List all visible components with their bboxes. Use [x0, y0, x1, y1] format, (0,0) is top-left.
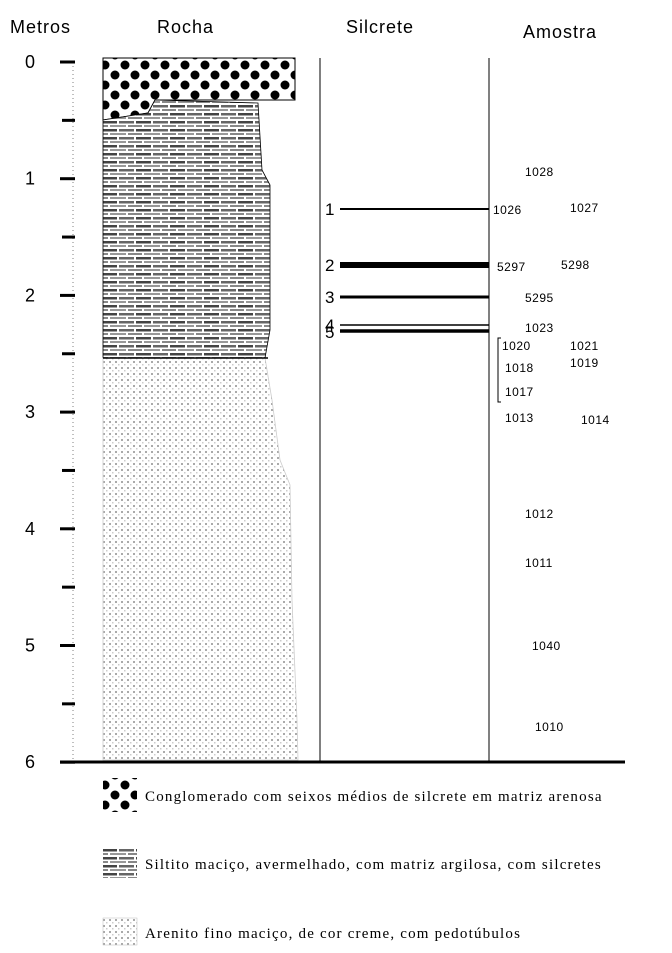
sample-label: 1028 — [525, 165, 554, 179]
legend-icon — [103, 848, 137, 878]
sample-label: 1014 — [581, 413, 610, 427]
sample-label: 1012 — [525, 507, 554, 521]
sample-label: 5297 — [497, 260, 526, 274]
legend-text: Conglomerado com seixos médios de silcre… — [145, 789, 603, 805]
rock-column — [103, 58, 298, 760]
depth-label: 1 — [25, 169, 35, 189]
header: Metros — [10, 17, 71, 37]
header: Silcrete — [346, 17, 414, 37]
legend-text: Arenito fino maciço, de cor creme, com p… — [145, 926, 521, 942]
legend-text: Siltito maciço, avermelhado, com matriz … — [145, 857, 602, 873]
depth-label: 2 — [25, 285, 35, 305]
sample-label: 1023 — [525, 321, 554, 335]
silcrete-label: 3 — [325, 288, 334, 307]
header: Amostra — [523, 22, 597, 42]
stratigraphic-column: Metros Rocha Silcrete Amostra Conglomera… — [0, 0, 672, 953]
sample-label: 1010 — [535, 720, 564, 734]
depth-label: 3 — [25, 402, 35, 422]
sample-label: 1027 — [570, 201, 599, 215]
silcrete-label: 5 — [325, 323, 334, 342]
depth-label: 4 — [25, 519, 35, 539]
legend-icon — [103, 918, 137, 945]
silcrete-label: 2 — [325, 256, 334, 275]
legend-icon — [103, 778, 137, 812]
sample-label: 5298 — [561, 258, 590, 272]
sample-label: 1026 — [493, 203, 522, 217]
sample-label: 5295 — [525, 291, 554, 305]
sample-label: 1017 — [505, 385, 534, 399]
sample-label: 1020 — [502, 339, 531, 353]
sample-label: 1013 — [505, 411, 534, 425]
sample-label: 1040 — [532, 639, 561, 653]
depth-label: 0 — [25, 52, 35, 72]
sample-label: 1018 — [505, 361, 534, 375]
sample-label: 1011 — [525, 556, 553, 570]
header: Rocha — [157, 17, 214, 37]
depth-label: 6 — [25, 752, 35, 772]
silcrete-label: 1 — [325, 200, 334, 219]
sample-label: 1019 — [570, 356, 599, 370]
sample-label: 1021 — [570, 339, 599, 353]
depth-label: 5 — [25, 636, 35, 656]
